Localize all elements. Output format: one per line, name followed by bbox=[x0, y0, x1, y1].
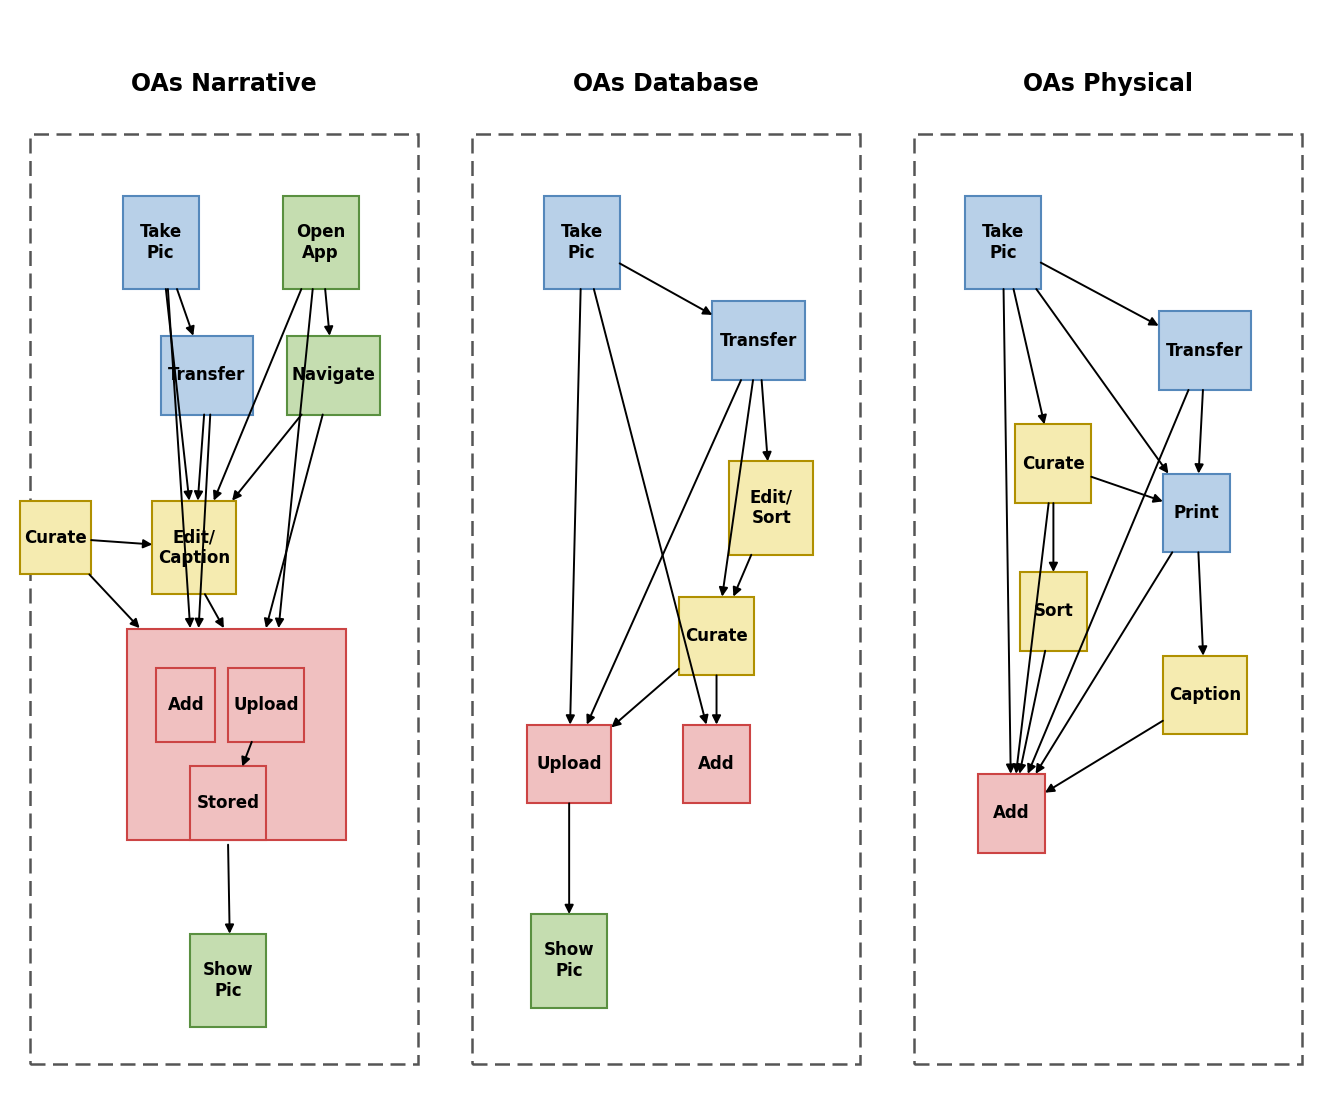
FancyBboxPatch shape bbox=[156, 668, 216, 742]
Text: Edit/
Sort: Edit/ Sort bbox=[750, 489, 793, 528]
Text: Take
Pic: Take Pic bbox=[140, 223, 182, 262]
FancyBboxPatch shape bbox=[123, 196, 198, 289]
Text: Add: Add bbox=[168, 696, 204, 713]
Text: Show
Pic: Show Pic bbox=[543, 941, 594, 980]
Text: Sort: Sort bbox=[1034, 603, 1074, 620]
Text: Transfer: Transfer bbox=[721, 332, 798, 349]
FancyBboxPatch shape bbox=[683, 724, 750, 803]
FancyBboxPatch shape bbox=[1159, 311, 1251, 390]
FancyBboxPatch shape bbox=[282, 196, 358, 289]
Text: Add: Add bbox=[698, 755, 735, 773]
FancyBboxPatch shape bbox=[729, 461, 814, 555]
Text: Transfer: Transfer bbox=[1167, 342, 1244, 359]
FancyBboxPatch shape bbox=[190, 933, 266, 1027]
FancyBboxPatch shape bbox=[713, 301, 805, 380]
FancyBboxPatch shape bbox=[228, 668, 304, 742]
FancyBboxPatch shape bbox=[161, 336, 253, 415]
Text: Add: Add bbox=[992, 804, 1030, 822]
FancyBboxPatch shape bbox=[527, 724, 611, 803]
FancyBboxPatch shape bbox=[543, 196, 619, 289]
FancyBboxPatch shape bbox=[964, 196, 1040, 289]
Text: Curate: Curate bbox=[1022, 455, 1084, 472]
FancyBboxPatch shape bbox=[1163, 473, 1231, 552]
FancyBboxPatch shape bbox=[1163, 656, 1247, 734]
FancyBboxPatch shape bbox=[286, 336, 380, 415]
Text: Print: Print bbox=[1173, 504, 1219, 522]
FancyBboxPatch shape bbox=[127, 628, 346, 841]
Title: OAs Database: OAs Database bbox=[573, 72, 759, 96]
FancyBboxPatch shape bbox=[1015, 425, 1091, 503]
Text: Take
Pic: Take Pic bbox=[561, 223, 603, 262]
FancyBboxPatch shape bbox=[978, 774, 1046, 853]
Text: Upload: Upload bbox=[537, 755, 602, 773]
Text: Curate: Curate bbox=[24, 529, 87, 546]
Text: Navigate: Navigate bbox=[292, 366, 376, 384]
Text: Caption: Caption bbox=[1169, 686, 1241, 705]
FancyBboxPatch shape bbox=[678, 596, 754, 676]
FancyBboxPatch shape bbox=[20, 501, 91, 574]
FancyBboxPatch shape bbox=[152, 501, 237, 594]
FancyBboxPatch shape bbox=[190, 766, 266, 841]
Text: Edit/
Caption: Edit/ Caption bbox=[159, 528, 230, 566]
Title: OAs Physical: OAs Physical bbox=[1023, 72, 1193, 96]
Text: Take
Pic: Take Pic bbox=[982, 223, 1024, 262]
Text: Show
Pic: Show Pic bbox=[202, 961, 253, 1000]
FancyBboxPatch shape bbox=[531, 914, 607, 1008]
FancyBboxPatch shape bbox=[1020, 572, 1087, 650]
Text: Transfer: Transfer bbox=[168, 366, 245, 384]
Text: Upload: Upload bbox=[233, 696, 298, 713]
Text: Curate: Curate bbox=[685, 627, 747, 645]
Text: Open
App: Open App bbox=[296, 223, 345, 262]
Text: Stored: Stored bbox=[197, 794, 260, 812]
Title: OAs Narrative: OAs Narrative bbox=[131, 72, 317, 96]
